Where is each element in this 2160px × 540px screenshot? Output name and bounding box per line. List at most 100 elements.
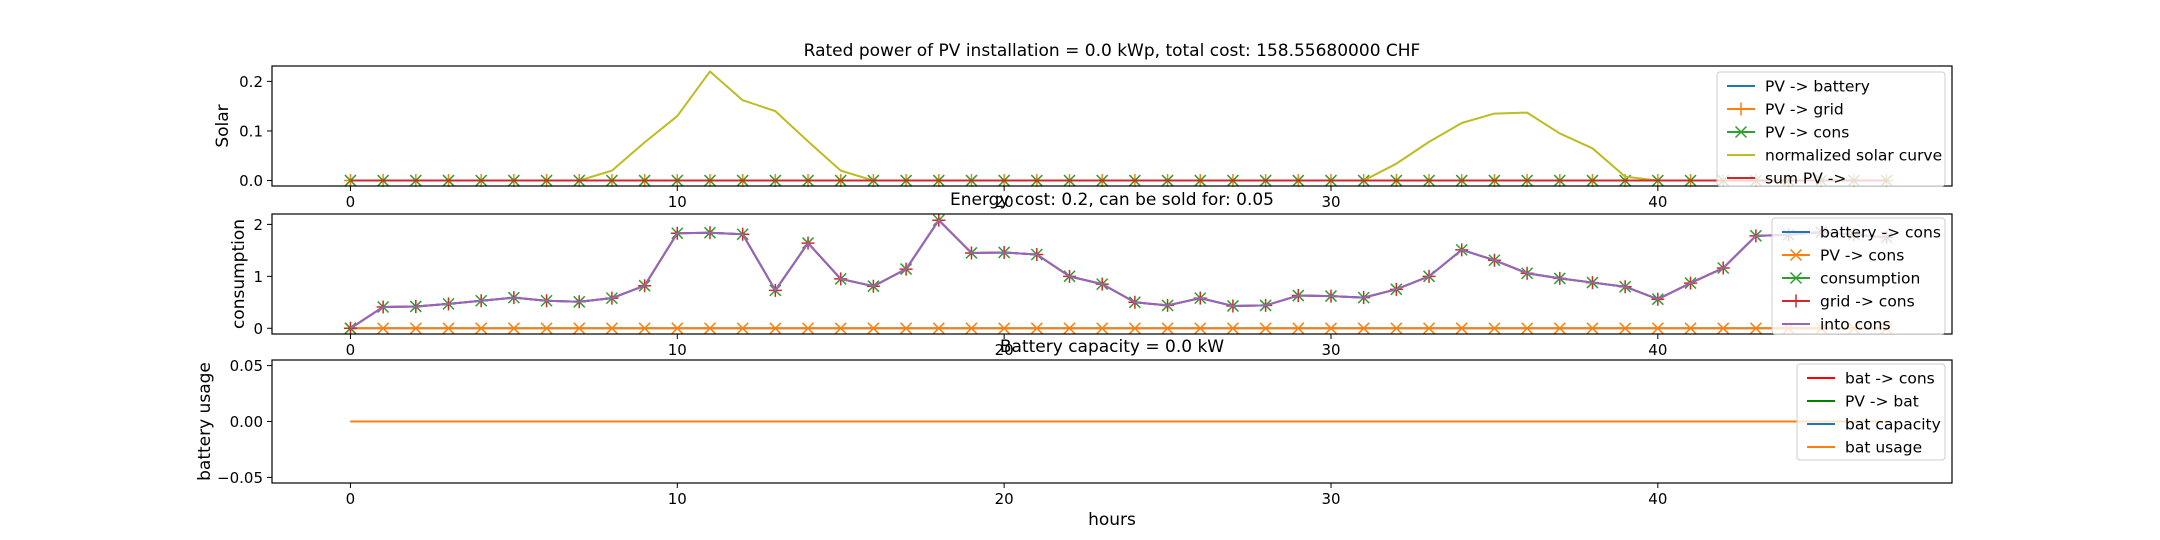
- legend: battery -> cons PV -> cons consumption grid…: [1771, 217, 1946, 335]
- data-point: [1292, 322, 1305, 335]
- legend: bat -> cons PV -> bat bat capacity bat usag…: [1796, 363, 1946, 461]
- x-tick-label: 0: [346, 341, 356, 359]
- y-tick-label: 2: [253, 216, 263, 234]
- data-point: [1586, 322, 1599, 335]
- y-tick-label: 0.1: [239, 122, 263, 140]
- data-point: [703, 322, 717, 335]
- data-point: [1063, 322, 1076, 335]
- legend-label: sum PV ->: [1765, 170, 1846, 188]
- y-axis-label: battery usage: [195, 362, 215, 481]
- series-line: [349, 219, 1887, 330]
- data-point: [507, 322, 520, 335]
- data-point: [932, 322, 945, 335]
- x-tick-label: 40: [1648, 193, 1667, 211]
- x-tick-label: 40: [1648, 490, 1667, 508]
- legend-label: normalized solar curve: [1765, 147, 1942, 165]
- data-point: [377, 322, 390, 335]
- y-tick-label: 0.0: [239, 172, 263, 190]
- legend-item: sum PV ->: [1727, 170, 1846, 188]
- subplot-1: 0 10 20 30 40 0.0 0.1 0.2 Solar Rated power of PV…: [213, 41, 1953, 211]
- legend-item: bat usage: [1807, 439, 1922, 457]
- data-point: [1455, 322, 1468, 335]
- x-tick-label: 20: [995, 490, 1014, 508]
- data-point: [1194, 322, 1207, 335]
- series-line: [349, 219, 1887, 330]
- data-point: [867, 322, 880, 335]
- legend-box: [1771, 217, 1946, 335]
- x-tick-label: 10: [668, 490, 687, 508]
- x-tick-label: 0: [346, 490, 356, 508]
- y-tick-label: 0.2: [239, 73, 263, 91]
- series-2-3: [344, 214, 1893, 335]
- x-tick-label: 40: [1648, 341, 1667, 359]
- legend-label: consumption: [1820, 270, 1920, 288]
- data-point: [998, 322, 1011, 335]
- legend-item: bat capacity: [1807, 416, 1941, 434]
- data-point: [736, 322, 749, 335]
- chart-title: Energy cost: 0.2, can be sold for: 0.05: [950, 190, 1274, 210]
- legend-label: PV -> cons: [1820, 247, 1904, 265]
- data-point: [409, 322, 422, 335]
- x-tick-label: 10: [668, 193, 687, 211]
- data-point: [1390, 322, 1403, 335]
- legend-item: battery -> cons: [1782, 224, 1941, 242]
- legend-marker: [1789, 271, 1803, 285]
- legend-item: PV -> grid: [1727, 101, 1844, 119]
- y-axis-label: Solar: [213, 104, 233, 147]
- legend-item: PV -> cons: [1727, 124, 1849, 142]
- data-point: [540, 322, 553, 335]
- x-tick-label: 10: [668, 341, 687, 359]
- data-point: [1128, 322, 1141, 335]
- data-point: [900, 322, 913, 335]
- data-point: [1161, 322, 1174, 335]
- data-point: [1553, 322, 1566, 335]
- series-2-5: [349, 219, 1887, 330]
- data-point: [1651, 322, 1664, 335]
- data-point: [1717, 322, 1730, 335]
- legend: PV -> battery PV -> grid PV -> cons normali…: [1716, 71, 1946, 188]
- series-2-2: [344, 322, 1893, 335]
- x-tick-label: 20: [995, 341, 1014, 359]
- chart-title: Rated power of PV installation = 0.0 kWp…: [804, 41, 1421, 61]
- data-point: [475, 322, 488, 335]
- legend-label: PV -> cons: [1765, 124, 1849, 142]
- data-point: [965, 322, 978, 335]
- x-tick-label: 20: [995, 193, 1014, 211]
- y-tick-label: 0.00: [230, 413, 263, 431]
- legend-marker: [1789, 294, 1803, 308]
- data-point: [1423, 322, 1436, 335]
- legend-marker: [1734, 125, 1748, 139]
- legend-item: normalized solar curve: [1727, 147, 1942, 165]
- data-point: [1259, 322, 1272, 335]
- data-point: [605, 322, 618, 335]
- legend-label: grid -> cons: [1820, 293, 1915, 311]
- legend-label: PV -> battery: [1765, 78, 1870, 96]
- series-2-4: [343, 213, 1894, 335]
- legend-item: into cons: [1782, 316, 1891, 334]
- y-tick-label: −0.05: [217, 469, 263, 487]
- data-point: [1324, 322, 1338, 335]
- data-point: [1488, 322, 1501, 335]
- legend-item: PV -> cons: [1782, 247, 1904, 265]
- series-line: [349, 219, 1887, 330]
- y-axis-label: consumption: [229, 219, 249, 329]
- legend-item: PV -> battery: [1727, 78, 1870, 96]
- series-line: [350, 70, 1887, 182]
- legend-item: bat -> cons: [1807, 370, 1935, 388]
- data-point: [638, 322, 651, 335]
- legend-label: PV -> grid: [1765, 101, 1844, 119]
- legend-label: bat -> cons: [1845, 370, 1935, 388]
- data-point: [1521, 322, 1534, 335]
- x-tick-label: 30: [1321, 193, 1340, 211]
- y-tick-label: 0.05: [230, 357, 263, 375]
- legend-label: bat capacity: [1845, 416, 1941, 434]
- data-point: [671, 322, 684, 335]
- series-1-4: [350, 70, 1887, 182]
- data-point: [1030, 322, 1043, 335]
- axes-frame: [271, 65, 1953, 187]
- legend-label: into cons: [1820, 316, 1891, 334]
- legend-box: [1796, 363, 1946, 461]
- data-point: [1684, 322, 1697, 335]
- legend-item: consumption: [1782, 270, 1920, 288]
